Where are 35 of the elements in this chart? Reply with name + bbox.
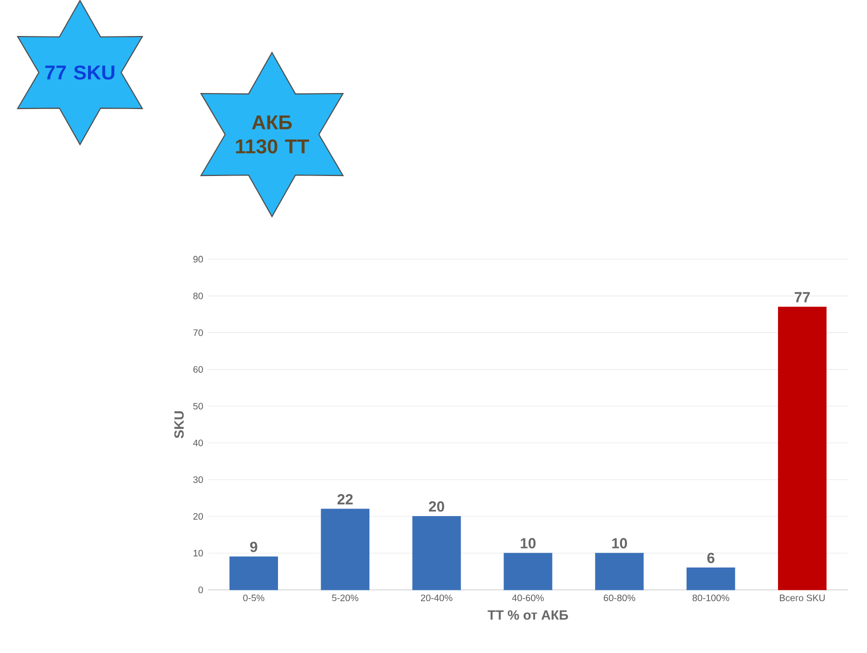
- y-tick-label: 40: [193, 440, 203, 446]
- y-tick-label: 60: [193, 366, 203, 373]
- y-tick-label: 70: [193, 330, 203, 336]
- y-axis-title: SKU: [174, 412, 184, 438]
- bar: [229, 556, 278, 590]
- data-label: 20: [428, 502, 444, 512]
- x-tick-label: Всего SKU: [780, 594, 825, 602]
- x-tick-label: 60-80%: [604, 594, 636, 602]
- y-tick-label: 0: [198, 586, 203, 594]
- data-label: 77: [794, 292, 810, 302]
- text: 77 SKU: [45, 66, 114, 80]
- data-label: 6: [707, 552, 714, 564]
- bar: [320, 509, 370, 590]
- bar: [412, 516, 461, 590]
- data-label: 9: [250, 542, 258, 552]
- x-tick-label: 40-60%: [512, 594, 544, 602]
- bar: [504, 553, 552, 590]
- y-tick-label: 20: [193, 513, 203, 520]
- bar: [778, 306, 827, 590]
- y-tick-label: 10: [194, 550, 203, 557]
- text: АКБ 1130 ТТ: [236, 116, 310, 154]
- y-tick-label: 90: [193, 256, 203, 263]
- x-tick-label: 80-100%: [692, 594, 730, 602]
- y-tick-label: 30: [193, 476, 203, 484]
- y-tick-label: 50: [193, 403, 203, 410]
- y-tick-label: 80: [193, 292, 203, 300]
- data-label: 22: [337, 494, 353, 505]
- x-axis-title: ТТ % от АКБ: [488, 610, 568, 620]
- x-tick-label: 5-20%: [332, 594, 358, 602]
- x-tick-label: 20-40%: [420, 594, 452, 602]
- bar: [686, 568, 736, 590]
- data-label: 10: [520, 538, 536, 549]
- data-label: 10: [612, 538, 627, 549]
- bar: [595, 553, 644, 590]
- x-tick-label: 0-5%: [243, 594, 264, 602]
